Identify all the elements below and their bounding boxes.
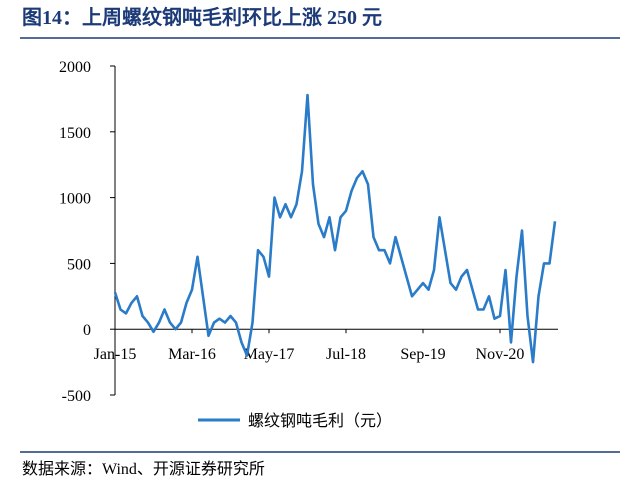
- y-tick-label: -500: [62, 388, 91, 405]
- source-note: 数据来源：Wind、开源证券研究所: [22, 460, 265, 478]
- data-line: [113, 93, 557, 364]
- y-tick-label: 2000: [59, 59, 91, 76]
- y-tick-label: 500: [67, 256, 91, 273]
- x-tick-label: Jan-15: [94, 346, 137, 363]
- y-tick-label: 1500: [59, 125, 91, 142]
- legend-label: 螺纹钢吨毛利（元）: [248, 412, 392, 430]
- x-tick-label: May-17: [244, 346, 295, 363]
- x-tick-label: Sep-19: [400, 346, 445, 363]
- x-tick-label: Mar-16: [168, 346, 216, 363]
- x-tick-label: Nov-20: [476, 346, 525, 363]
- x-tick-label: Jul-18: [326, 346, 366, 363]
- chart-title: 图14：上周螺纹钢吨毛利环比上涨 250 元: [22, 5, 382, 29]
- y-tick-label: 0: [83, 322, 91, 339]
- y-tick-label: 1000: [59, 191, 91, 208]
